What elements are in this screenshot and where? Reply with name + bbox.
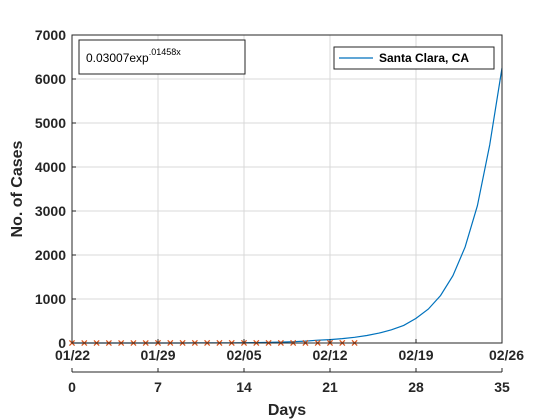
grid [72, 35, 502, 343]
y-tick-label: 0 [58, 335, 66, 351]
x-axis-label: Days [268, 402, 306, 419]
x-tick-label: 28 [408, 379, 424, 395]
plot-frame [71, 34, 503, 344]
x-tick-label: 21 [322, 379, 338, 395]
y-axis-ticks: 0 1000 2000 3000 4000 5000 6000 7000 [35, 27, 76, 351]
x-tick-label: 7 [154, 379, 162, 395]
x-tick-label: 14 [236, 379, 252, 395]
date-tick-label: 02/05 [226, 347, 261, 363]
y-axis-label: No. of Cases [9, 140, 26, 237]
x-axis-ticks: 0 7 14 21 28 35 [68, 368, 510, 395]
y-tick-label: 5000 [35, 115, 66, 131]
annotation-text: 0.03007exp.01458x [86, 47, 181, 65]
annotation-box: 0.03007exp.01458x [78, 39, 246, 75]
date-axis-ticks: 01/22 01/29 02/05 02/12 02/19 02/26 [55, 339, 524, 363]
annotation-exponent: .01458x [149, 47, 182, 57]
y-tick-label: 1000 [35, 291, 66, 307]
date-tick-label: 02/26 [489, 347, 524, 363]
date-tick-label: 01/22 [55, 347, 90, 363]
legend-entry: Santa Clara, CA [379, 51, 469, 65]
legend-frame [333, 46, 495, 70]
x-tick-label: 0 [68, 379, 76, 395]
date-tick-label: 02/12 [312, 347, 347, 363]
annotation-base: 0.03007exp [86, 51, 149, 65]
legend: Santa Clara, CA [333, 46, 495, 70]
y-tick-label: 7000 [35, 27, 66, 43]
annotation-frame [78, 39, 246, 75]
y-tick-label: 4000 [35, 159, 66, 175]
date-tick-label: 01/29 [140, 347, 175, 363]
plot-background [72, 35, 502, 343]
x-tick-label: 35 [494, 379, 510, 395]
y-tick-label: 2000 [35, 247, 66, 263]
y-tick-label: 3000 [35, 203, 66, 219]
date-tick-label: 02/19 [398, 347, 433, 363]
y-tick-label: 6000 [35, 71, 66, 87]
